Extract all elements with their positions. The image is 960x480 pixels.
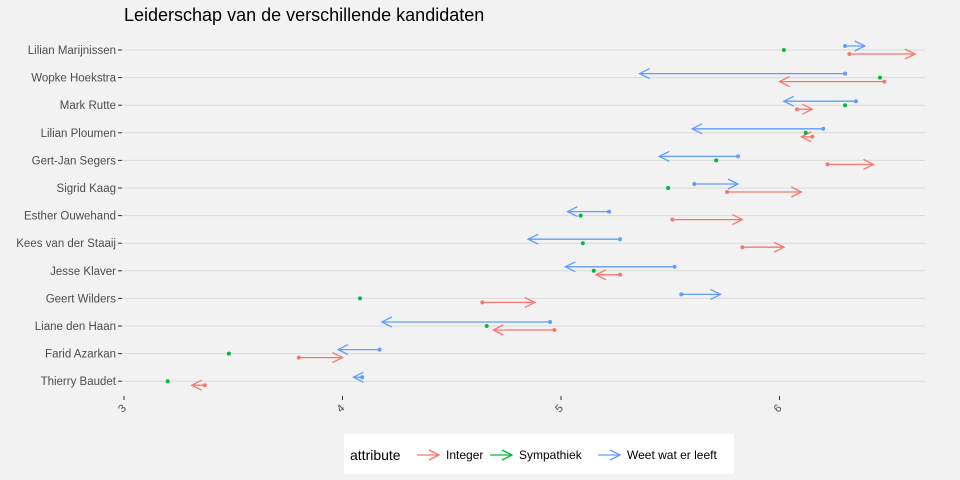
legend-label: Integer bbox=[446, 448, 483, 462]
arrow-head bbox=[638, 68, 650, 80]
legend-label: Weet wat er leeft bbox=[627, 448, 717, 462]
legend: attribute Integer Sympathiek Weet wat er l… bbox=[344, 434, 734, 474]
x-tick-label: 4 bbox=[335, 402, 348, 415]
legend-item: Sympathiek bbox=[490, 448, 583, 462]
x-tick-label: 3 bbox=[116, 402, 129, 415]
arrow-head bbox=[690, 123, 703, 135]
y-tick-label: Lilian Marijnissen bbox=[28, 45, 116, 57]
arrow-head bbox=[190, 379, 203, 391]
y-tick-label: Kees van der Staaij bbox=[16, 238, 116, 250]
arrow-head bbox=[854, 40, 867, 52]
grid bbox=[122, 49, 925, 382]
y-axis: Lilian Marijnissen Wopke Hoekstra Mark Rut… bbox=[16, 45, 122, 388]
legend-label: Sympathiek bbox=[519, 448, 583, 462]
point bbox=[781, 48, 786, 52]
x-axis: 3 4 5 6 bbox=[116, 396, 784, 415]
arrow-head bbox=[524, 296, 537, 308]
arrow-head bbox=[526, 233, 539, 245]
legend-item: Weet wat er leeft bbox=[598, 448, 717, 462]
arrow-head bbox=[563, 261, 576, 273]
point bbox=[591, 268, 596, 273]
arrow-head bbox=[491, 324, 504, 336]
arrow-head bbox=[710, 288, 722, 300]
y-tick-label: Wopke Hoekstra bbox=[31, 73, 116, 85]
point bbox=[843, 103, 848, 108]
point bbox=[165, 379, 170, 384]
arrow-head bbox=[801, 103, 814, 115]
legend-item: Integer bbox=[417, 448, 483, 462]
y-tick-label: Sigrid Kaag bbox=[57, 183, 116, 195]
arrow-head bbox=[782, 95, 795, 107]
y-tick-label: Lilian Ploumen bbox=[41, 128, 116, 140]
series-sympathiek bbox=[165, 48, 883, 384]
point bbox=[226, 351, 231, 356]
arrow-head bbox=[332, 352, 344, 364]
y-tick-label: Jesse Klaver bbox=[50, 266, 116, 278]
legend-key-head bbox=[609, 449, 622, 461]
arrow-head bbox=[566, 206, 578, 218]
arrow-head bbox=[904, 48, 917, 60]
legend-key-head bbox=[501, 449, 514, 461]
chart-title: Leiderschap van de verschillende kandida… bbox=[124, 5, 484, 25]
legend-key-head bbox=[428, 449, 441, 461]
y-tick-label: Mark Rutte bbox=[60, 100, 116, 112]
arrow-head bbox=[773, 241, 786, 253]
point bbox=[878, 75, 883, 80]
arrow-head bbox=[778, 76, 790, 88]
x-tick-label: 5 bbox=[553, 402, 566, 415]
point bbox=[484, 324, 489, 328]
legend-box bbox=[344, 434, 734, 474]
legend-title: attribute bbox=[350, 447, 401, 463]
point bbox=[714, 158, 719, 163]
point bbox=[578, 213, 583, 218]
arrow-head bbox=[727, 178, 740, 190]
arrow-head bbox=[791, 186, 803, 198]
y-tick-label: Thierry Baudet bbox=[41, 376, 117, 388]
arrow-head bbox=[351, 371, 364, 383]
point bbox=[666, 186, 671, 190]
point bbox=[580, 241, 585, 246]
y-tick-label: Farid Azarkan bbox=[45, 349, 116, 361]
plot-area bbox=[165, 40, 917, 391]
arrow-head bbox=[336, 344, 349, 356]
arrow-head bbox=[594, 269, 607, 281]
arrow-head bbox=[732, 214, 744, 226]
point bbox=[803, 130, 808, 135]
series-weet-wat-er-leeft bbox=[336, 40, 867, 383]
arrow-head bbox=[799, 131, 812, 143]
x-tick-label: 6 bbox=[772, 402, 785, 415]
point bbox=[357, 296, 362, 301]
y-tick-label: Esther Ouwehand bbox=[24, 211, 116, 223]
y-tick-label: Gert-Jan Segers bbox=[32, 155, 117, 167]
arrow-head bbox=[863, 158, 875, 170]
arrow-head bbox=[380, 316, 393, 328]
series-integer bbox=[190, 48, 917, 391]
y-tick-label: Liane den Haan bbox=[35, 321, 116, 333]
y-tick-label: Geert Wilders bbox=[46, 293, 117, 305]
arrow-head bbox=[657, 150, 670, 162]
